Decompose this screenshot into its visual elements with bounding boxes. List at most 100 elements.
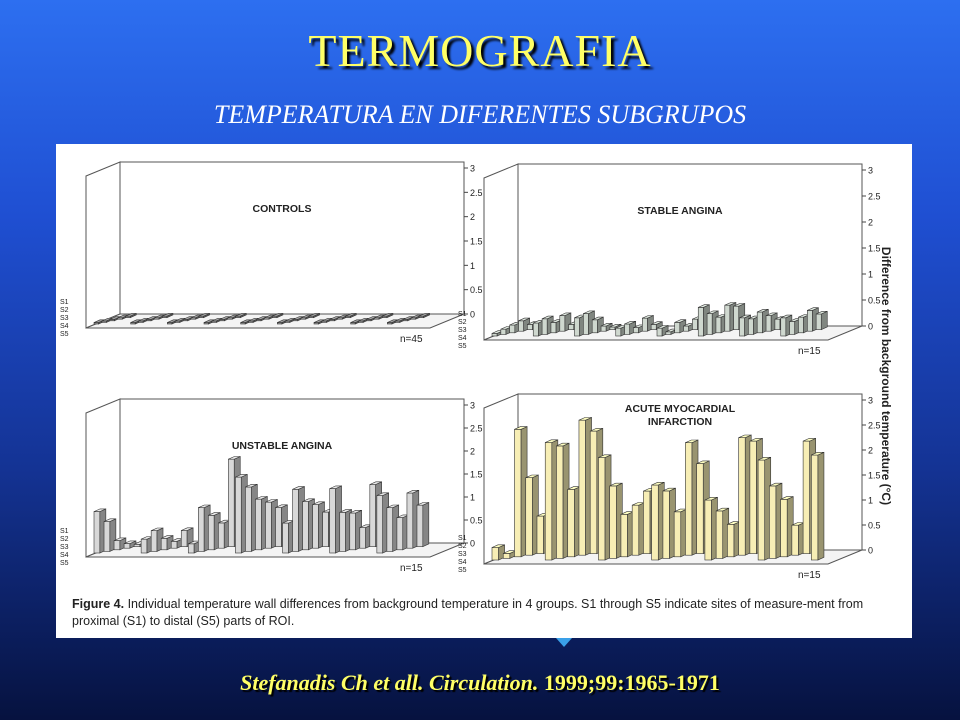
ami-bar-top <box>704 496 718 501</box>
figure-panel: Difference from background temperature (… <box>56 144 912 638</box>
stable-angina-bar-top <box>541 315 554 320</box>
ami-bar-top <box>556 442 570 447</box>
ami-y-tick-label: 2.5 <box>868 421 881 431</box>
stable-angina-bar <box>518 317 530 332</box>
ami-bar-top <box>545 439 558 443</box>
stable-angina-bar-front <box>756 311 763 334</box>
controls-y-tick-label: 1 <box>470 261 475 271</box>
unstable-angina-bar-top <box>416 502 429 506</box>
unstable-angina-series-label: S5 <box>60 560 69 567</box>
unstable-angina-bar-front <box>416 504 424 547</box>
controls-bar <box>235 312 247 319</box>
ami-bar <box>738 434 752 556</box>
unstable-angina-bar-front <box>302 501 309 551</box>
ami-y-tick-label: 1 <box>868 496 873 506</box>
unstable-angina-y-tick-label: 2 <box>470 447 475 457</box>
stable-angina-bar-front <box>697 307 704 337</box>
ami-bar-front <box>738 437 746 556</box>
ami-bar-front <box>673 511 682 558</box>
ami-bar-front <box>620 513 628 558</box>
stable-angina-bar-front <box>574 317 580 337</box>
unstable-angina-bar-top <box>275 504 288 508</box>
stable-angina-bar-front <box>780 317 787 337</box>
unstable-angina-bar-top <box>265 499 278 503</box>
stable-angina-bar-top <box>733 303 745 307</box>
stable-angina-bar <box>815 310 828 331</box>
ami-bar <box>704 496 718 561</box>
controls-series-label: S4 <box>60 323 69 330</box>
unstable-angina-bar-front <box>245 486 252 552</box>
stable-angina-back-wall <box>517 163 863 327</box>
ami-y-tick-label: 3 <box>868 396 873 406</box>
controls-n-label: n=45 <box>400 334 423 345</box>
unstable-angina-title: UNSTABLE ANGINA <box>232 440 333 452</box>
controls-bar-top <box>272 313 284 317</box>
unstable-angina-bar-top <box>235 474 248 478</box>
stable-angina-bar-front <box>527 324 533 330</box>
ami-bar-top <box>598 454 612 458</box>
ami-bar-front <box>631 504 640 556</box>
unstable-angina-bar-top <box>312 501 325 505</box>
ami-series-label: S1 <box>458 535 467 542</box>
ami-bar-top <box>696 460 710 464</box>
stable-angina-bar-top <box>592 316 604 321</box>
controls-y-tick-label: 2.5 <box>470 188 483 198</box>
unstable-angina-bar-front <box>113 540 121 551</box>
ami-bar-top <box>811 451 825 456</box>
stable-angina-bar-front <box>748 318 754 335</box>
ami-bar-front <box>491 547 499 561</box>
unstable-angina-series-label: S3 <box>60 544 69 551</box>
ami-bar-front <box>578 419 586 556</box>
unstable-angina-bar-top <box>181 527 194 531</box>
ami-bar <box>673 508 688 558</box>
stable-angina-title: STABLE ANGINA <box>637 205 723 217</box>
ami-bar-top <box>780 496 794 500</box>
ami-bar <box>598 454 612 561</box>
unstable-angina-bar-front <box>329 488 336 554</box>
unstable-angina-bar-front <box>123 543 131 549</box>
stable-angina-bar-front <box>559 315 566 332</box>
ami-bar-front <box>802 440 811 554</box>
stable-angina-bar-front <box>568 324 575 330</box>
ami-title: INFARCTION <box>648 416 712 428</box>
stable-angina-bar-top <box>656 325 669 329</box>
stable-angina-bar-top <box>698 304 710 308</box>
stable-angina-bar-front <box>500 328 507 335</box>
stable-angina-bar-top <box>609 324 622 328</box>
unstable-angina-bar-front <box>406 492 414 549</box>
stable-angina-bar-top <box>739 314 751 319</box>
ami-bar-front <box>536 515 544 554</box>
unstable-angina-bar-top <box>339 509 352 513</box>
ami-series-label: S2 <box>458 543 467 550</box>
ami-bar <box>662 487 676 559</box>
unstable-angina-bar-top <box>103 518 116 522</box>
unstable-angina-bar-front <box>386 507 394 552</box>
ami-bar-top <box>802 438 816 442</box>
unstable-angina-bar-front <box>255 498 262 551</box>
controls-y-tick-label: 0.5 <box>470 285 483 295</box>
unstable-angina-bar-front <box>275 507 282 547</box>
ami-bar <box>525 474 539 556</box>
ami-bar-front <box>643 490 651 554</box>
ami-y-tick-label: 0 <box>868 546 873 556</box>
controls-bar <box>329 316 341 322</box>
unstable-angina-n-label: n=15 <box>400 563 423 574</box>
ami-bar-top <box>662 487 676 492</box>
ami-bar-front <box>556 445 564 559</box>
unstable-angina-bar-front <box>376 495 384 554</box>
ami-bar-top <box>769 482 783 487</box>
unstable-angina-bar-top <box>386 504 399 509</box>
arrow-marker-icon <box>556 638 572 647</box>
ami-series-label: S4 <box>458 559 467 566</box>
unstable-angina-y-tick-label: 1.5 <box>470 470 483 480</box>
unstable-angina-bar-front <box>208 514 215 551</box>
unstable-angina-bar-top <box>228 456 241 460</box>
stable-angina-bar-top <box>559 312 572 316</box>
ami-bar-front <box>696 463 704 554</box>
unstable-angina-bar-top <box>292 486 305 490</box>
stable-angina-bar-front <box>806 310 813 332</box>
citation-authors: Stefanadis Ch et all. Circulation. <box>240 670 539 695</box>
controls-side-wall <box>85 161 121 329</box>
unstable-angina-bar-front <box>150 530 158 552</box>
